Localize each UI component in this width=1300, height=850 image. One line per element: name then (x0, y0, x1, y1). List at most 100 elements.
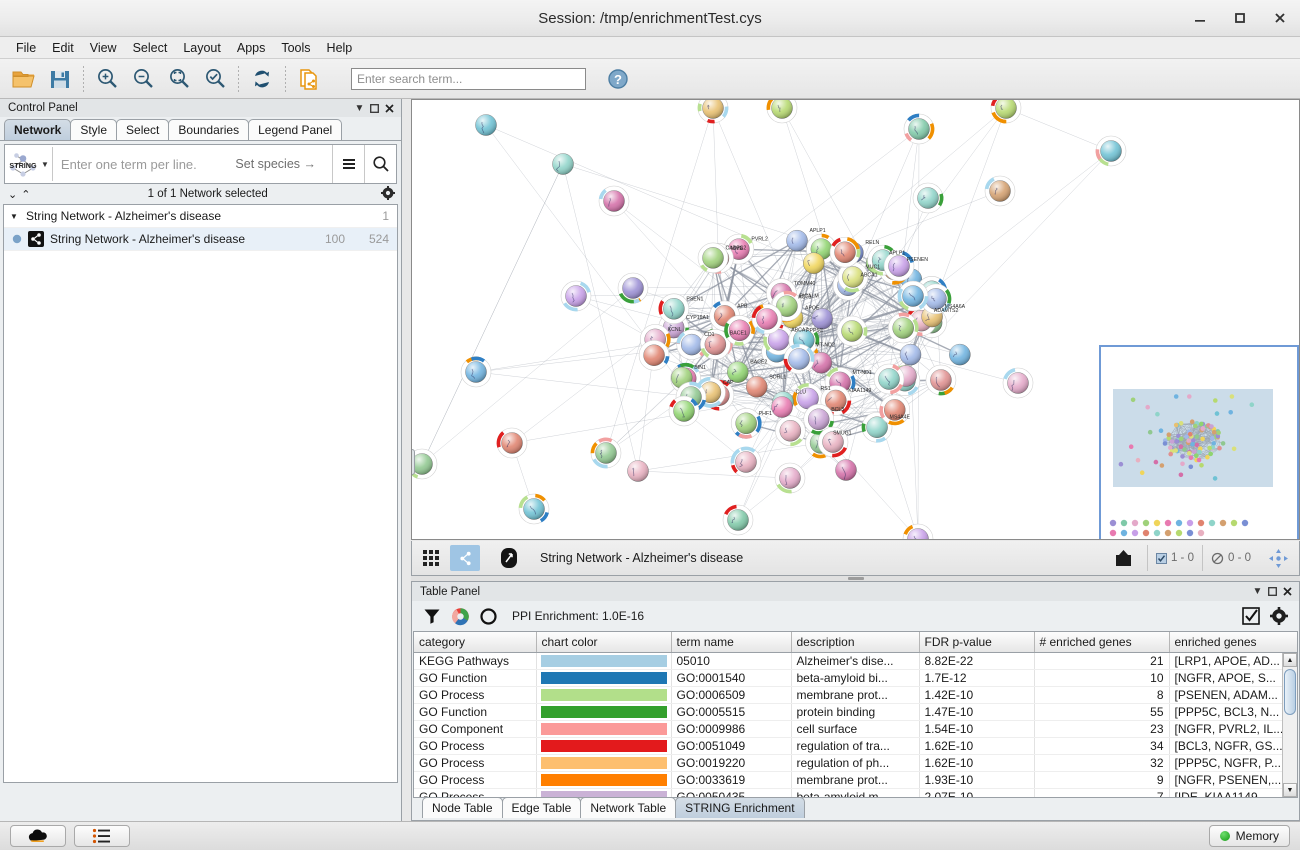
svg-text:STRING: STRING (9, 161, 37, 170)
search-input[interactable]: Enter search term... (351, 67, 586, 90)
grid-layout-icon[interactable] (416, 545, 446, 571)
table-row[interactable]: GO Process GO:0051049 regulation of tra...… (414, 737, 1297, 755)
color-swatch (540, 654, 667, 667)
column-header-chart-color[interactable]: chart color (536, 632, 672, 653)
tab-network[interactable]: Network (4, 119, 72, 140)
column-header-enriched-genes[interactable]: enriched genes (1169, 632, 1297, 653)
zoom-fit-icon[interactable] (161, 62, 197, 96)
save-session-icon[interactable] (42, 62, 78, 96)
cell-description: protein binding (791, 703, 920, 721)
export-image-icon[interactable] (1109, 545, 1139, 571)
birds-eye-view-navigator[interactable] (1099, 345, 1299, 539)
column-header-category[interactable]: category (414, 632, 537, 653)
scroll-up-arrow-icon[interactable]: ▲ (1283, 653, 1297, 667)
float-panel-icon[interactable] (367, 100, 382, 116)
scroll-down-arrow-icon[interactable]: ▼ (1283, 783, 1297, 797)
float-panel-icon[interactable] (1265, 584, 1280, 600)
panel-splitter[interactable] (411, 576, 1300, 581)
tab-node-table[interactable]: Node Table (422, 797, 503, 818)
pie-chart-icon[interactable] (446, 603, 474, 629)
network-group-row[interactable]: ▼ String Network - Alzheimer's disease 1 (4, 205, 397, 228)
hidden-nodes-counter[interactable]: 0 - 0 (1201, 545, 1259, 571)
menu-layout[interactable]: Layout (183, 40, 221, 55)
export-network-icon[interactable] (291, 62, 327, 96)
tab-string-enrichment[interactable]: STRING Enrichment (675, 797, 805, 818)
open-session-icon[interactable] (6, 62, 42, 96)
menu-view[interactable]: View (89, 40, 117, 55)
tab-network-table[interactable]: Network Table (580, 797, 677, 818)
network-item-row[interactable]: String Network - Alzheimer's disease 100… (4, 228, 397, 251)
gear-icon[interactable] (381, 185, 395, 203)
table-row[interactable]: KEGG Pathways 05010 Alzheimer's dise... 8.8… (414, 652, 1297, 670)
enrichment-table-wrapper[interactable]: category chart color term name descripti… (413, 631, 1298, 798)
set-species-link[interactable]: Set species → (235, 157, 316, 171)
panel-resize-handle[interactable] (412, 449, 415, 475)
search-icon[interactable] (364, 145, 396, 183)
network-view[interactable]: MT-ND2 MT-ND1 RS1 ABCA1 ADAMTS2 SMUG1 TOMM40 PV… (411, 99, 1300, 540)
help-icon[interactable]: ? (600, 62, 636, 96)
table-row[interactable]: GO Component GO:0009986 cell surface 1.54E-… (414, 720, 1297, 738)
column-header-enriched-count[interactable]: # enriched genes (1034, 632, 1170, 653)
close-panel-icon[interactable] (1280, 584, 1295, 600)
table-row[interactable]: GO Process GO:0050435 beta-amyloid m... 2.0… (414, 788, 1297, 797)
zoom-selected-icon[interactable] (197, 62, 233, 96)
filter-icon[interactable] (418, 603, 446, 629)
menu-help[interactable]: Help (326, 40, 353, 55)
table-row[interactable]: GO Process GO:0006509 membrane prot... 1.42… (414, 686, 1297, 704)
task-list-icon[interactable] (74, 825, 130, 847)
chevron-down-icon[interactable]: ▼ (1252, 586, 1263, 597)
annotation-icon[interactable] (494, 545, 524, 571)
menu-file[interactable]: File (16, 40, 37, 55)
table-row[interactable]: GO Process GO:0019220 regulation of ph... 1… (414, 754, 1297, 772)
table-row[interactable]: GO Process GO:0033619 membrane prot... 1.93… (414, 771, 1297, 789)
donut-ring-icon[interactable] (474, 603, 502, 629)
selected-nodes-counter[interactable]: 1 - 0 (1146, 545, 1202, 571)
string-term-input[interactable]: Enter one term per line. (53, 157, 235, 172)
string-search-bar: STRING ▼ Enter one term per line. Set sp… (4, 144, 397, 184)
scrollbar-thumb[interactable] (1284, 669, 1296, 715)
expand-all-icon[interactable]: ⌃ (21, 188, 31, 201)
table-header-row: category chart color term name descripti… (414, 632, 1297, 653)
cloud-icon[interactable] (10, 825, 66, 847)
table-row[interactable]: GO Function GO:0005515 protein binding 1.47… (414, 703, 1297, 721)
menu-select[interactable]: Select (132, 40, 168, 55)
tab-legend-panel[interactable]: Legend Panel (248, 119, 343, 140)
tab-style[interactable]: Style (70, 119, 118, 140)
tab-select[interactable]: Select (116, 119, 170, 140)
collapse-triangle-icon[interactable]: ▼ (10, 211, 18, 221)
maximize-button[interactable] (1220, 0, 1260, 37)
cell-enriched-genes: [NGFR, APOE, S... (1169, 669, 1297, 687)
memory-status-button[interactable]: Memory (1208, 825, 1290, 847)
menu-edit[interactable]: Edit (52, 40, 74, 55)
menu-apps[interactable]: Apps (236, 40, 266, 55)
gear-icon[interactable] (1265, 603, 1293, 629)
refresh-icon[interactable] (244, 62, 280, 96)
column-header-term-name[interactable]: term name (671, 632, 792, 653)
table-row[interactable]: GO Function GO:0001540 beta-amyloid bi... 1… (414, 669, 1297, 687)
column-header-fdr[interactable]: FDR p-value (919, 632, 1035, 653)
menu-tools[interactable]: Tools (281, 40, 311, 55)
zoom-out-icon[interactable] (125, 62, 161, 96)
close-button[interactable] (1260, 0, 1300, 37)
close-panel-icon[interactable] (382, 100, 397, 116)
chevron-down-icon[interactable]: ▼ (354, 102, 365, 114)
tab-edge-table[interactable]: Edge Table (501, 797, 582, 818)
minimize-button[interactable] (1180, 0, 1220, 37)
table-vertical-scrollbar[interactable]: ▲ ▼ (1282, 653, 1297, 797)
zoom-in-icon[interactable] (89, 62, 125, 96)
species-dropdown-caret-icon[interactable]: ▼ (41, 159, 49, 169)
cell-enriched-genes: [PSENEN, ADAM... (1169, 686, 1297, 704)
string-logo-icon[interactable]: STRING (5, 145, 41, 183)
cell-chart-color (536, 686, 672, 704)
collapse-all-icon[interactable]: ⌄ (8, 188, 18, 201)
network-graph-canvas[interactable]: MT-ND2 MT-ND1 RS1 ABCA1 ADAMTS2 SMUG1 TOMM40 PV… (412, 100, 1300, 540)
select-all-icon[interactable] (1237, 603, 1265, 629)
hamburger-icon[interactable] (332, 145, 364, 183)
column-header-description[interactable]: description (791, 632, 920, 653)
cell-term-name: GO:0050435 (671, 788, 792, 797)
tab-boundaries[interactable]: Boundaries (168, 119, 250, 140)
fit-content-icon[interactable] (1263, 545, 1293, 571)
network-node-label: TOMM40 (794, 281, 816, 287)
cell-description: membrane prot... (791, 771, 920, 789)
share-network-icon[interactable] (450, 545, 480, 571)
